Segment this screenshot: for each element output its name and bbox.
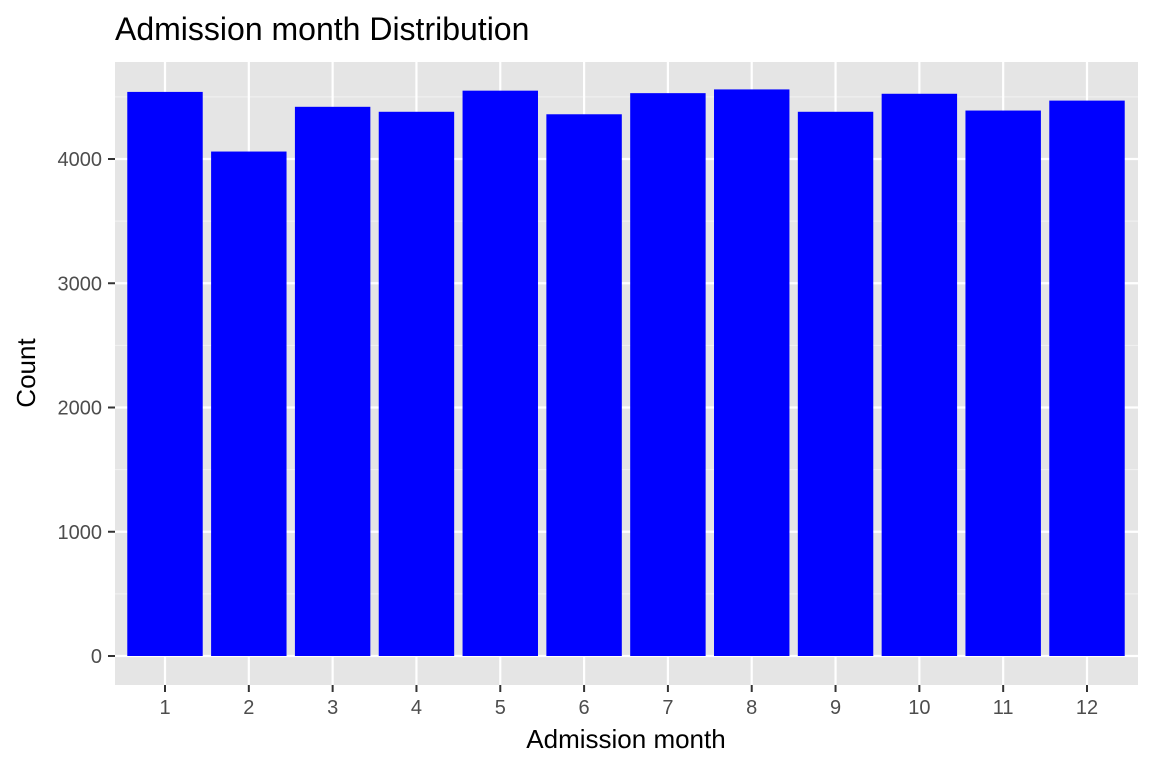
x-tick-label: 6 bbox=[579, 697, 590, 719]
bar-month-9 bbox=[797, 111, 874, 656]
x-axis: 1 2 3 4 5 6 7 8 9 10 11 12 bbox=[159, 685, 1098, 719]
bar-month-3 bbox=[294, 106, 371, 656]
bar-month-11 bbox=[965, 110, 1041, 657]
y-axis-title: Count bbox=[11, 338, 41, 408]
x-tick-label: 1 bbox=[159, 697, 170, 719]
x-tick-label: 8 bbox=[746, 697, 757, 719]
bar-month-10 bbox=[881, 93, 958, 657]
y-tick-label: 3000 bbox=[58, 273, 103, 295]
x-axis-title: Admission month bbox=[526, 724, 725, 754]
bar-month-6 bbox=[546, 114, 622, 656]
x-tick-label: 2 bbox=[243, 697, 254, 719]
y-axis: 0 1000 2000 3000 4000 bbox=[58, 149, 115, 668]
y-tick-label: 0 bbox=[91, 646, 102, 668]
x-tick-label: 9 bbox=[830, 697, 841, 719]
x-tick-label: 3 bbox=[327, 697, 338, 719]
y-tick-label: 1000 bbox=[58, 522, 103, 544]
chart-title: Admission month Distribution bbox=[115, 11, 529, 47]
x-tick-label: 12 bbox=[1076, 697, 1098, 719]
x-tick-label: 7 bbox=[662, 697, 673, 719]
y-tick-label: 2000 bbox=[58, 398, 103, 420]
x-tick-label: 4 bbox=[411, 697, 422, 719]
bar-month-12 bbox=[1049, 100, 1125, 657]
bar-month-8 bbox=[714, 89, 790, 657]
bar-month-5 bbox=[462, 90, 538, 657]
x-tick-label: 5 bbox=[495, 697, 506, 719]
x-tick-label: 10 bbox=[908, 697, 930, 719]
x-tick-label: 11 bbox=[993, 697, 1014, 719]
bar-month-1 bbox=[127, 91, 203, 656]
bar-month-2 bbox=[211, 151, 287, 657]
y-tick-label: 4000 bbox=[58, 149, 103, 171]
bar-month-4 bbox=[378, 111, 455, 656]
bar-month-7 bbox=[630, 93, 706, 656]
bar-series bbox=[127, 89, 1125, 657]
